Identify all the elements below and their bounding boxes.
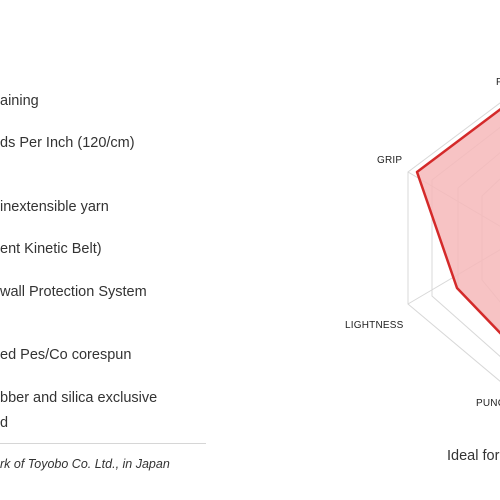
axis-label-grip: GRIP [377,155,403,166]
axis-label-lightness: LIGHTNESS [345,320,404,331]
spec-item: aining [0,93,39,109]
axis-label-bottom: PUNC [476,398,500,409]
spec-item: d [0,415,9,431]
ideal-for-caption: Ideal for [447,448,500,464]
spec-item: inextensible yarn [0,199,109,215]
axis-label-top: P [496,77,500,88]
spec-item: bber and silica exclusive [0,390,158,406]
radar-series-area [415,107,500,335]
trademark-footnote: rk of Toyobo Co. Ltd., in Japan [0,457,170,471]
spec-item: ed Pes/Co corespun [0,347,132,363]
spec-item: ent Kinetic Belt) [0,241,102,257]
spec-item: wall Protection System [0,284,147,300]
spec-divider [0,443,206,444]
spec-item: ds Per Inch (120/cm) [0,135,135,151]
